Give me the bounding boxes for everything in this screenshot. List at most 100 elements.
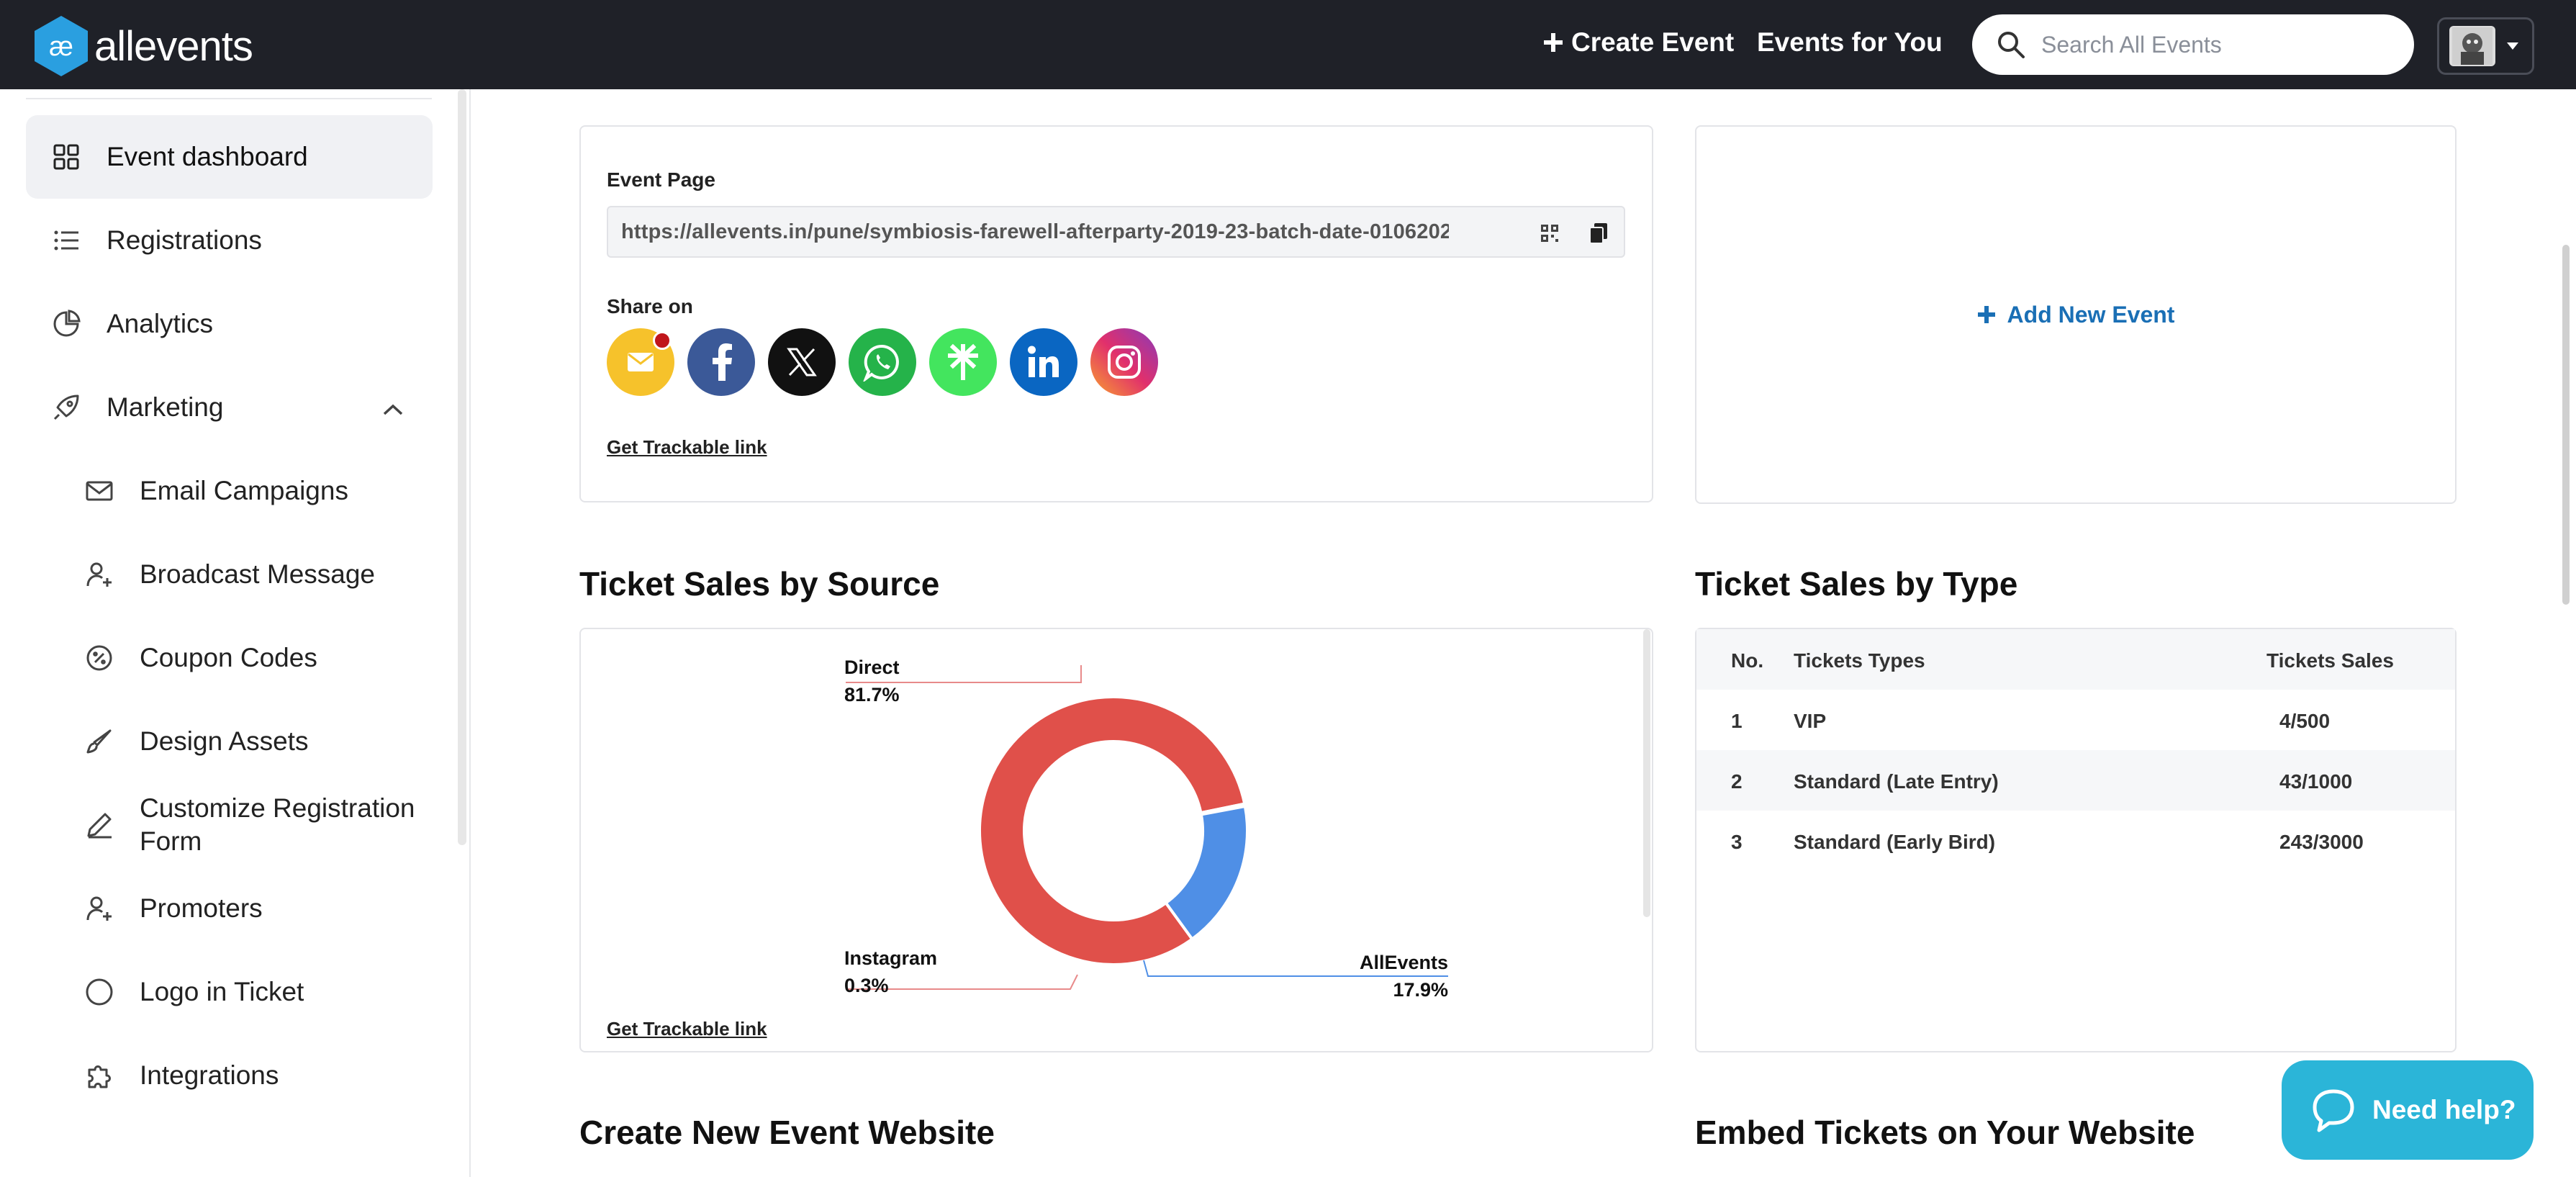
sidebar-item-design-assets[interactable]: Design Assets bbox=[26, 700, 433, 783]
slice-value-allevents: 17.9% bbox=[1393, 979, 1448, 1001]
get-trackable-link[interactable]: Get Trackable link bbox=[607, 1018, 767, 1040]
share-whatsapp-button[interactable] bbox=[849, 328, 916, 396]
column-header-sales: Tickets Sales bbox=[2267, 649, 2394, 672]
x-icon bbox=[787, 348, 817, 376]
column-header-no: No. bbox=[1731, 649, 1764, 672]
brush-icon bbox=[83, 726, 115, 757]
row-type: Standard (Late Entry) bbox=[1794, 770, 1999, 793]
rocket-icon bbox=[50, 392, 82, 423]
svg-text:æ: æ bbox=[49, 32, 73, 62]
sidebar-scrollbar[interactable] bbox=[458, 89, 466, 845]
top-navbar: æ allevents Create Event Events for You bbox=[0, 0, 2576, 89]
search-box[interactable] bbox=[1972, 14, 2414, 75]
ticket-sales-by-type-title: Ticket Sales by Type bbox=[1695, 565, 2018, 603]
embed-tickets-title: Embed Tickets on Your Website bbox=[1695, 1114, 2195, 1151]
share-instagram-button[interactable] bbox=[1090, 328, 1158, 396]
email-icon bbox=[628, 353, 654, 371]
event-url: https://allevents.in/pune/symbiosis-fare… bbox=[621, 220, 1449, 243]
avatar-image bbox=[2452, 27, 2493, 65]
ticket-sales-by-source-title: Ticket Sales by Source bbox=[579, 565, 940, 603]
event-page-card: Event Page https://allevents.in/pune/sym… bbox=[579, 125, 1653, 502]
event-page-label: Event Page bbox=[607, 168, 715, 191]
chart-scrollbar[interactable] bbox=[1643, 629, 1650, 917]
ticket-source-chart-card: Direct 81.7% Instagram 0.3% AllEvents 17.9% G… bbox=[579, 628, 1653, 1052]
share-linktree-button[interactable] bbox=[929, 328, 997, 396]
create-event-label: Create Event bbox=[1571, 27, 1735, 57]
sidebar-item-customize-registration-form[interactable]: Customize Registration Form bbox=[26, 783, 433, 867]
table-row: 1 VIP 4/500 bbox=[1696, 690, 2455, 750]
create-event-website-title: Create New Event Website bbox=[579, 1114, 995, 1151]
events-for-you-link[interactable]: Events for You bbox=[1757, 27, 1943, 58]
chevron-up-icon[interactable] bbox=[382, 392, 404, 423]
donut-slice-allevents[interactable] bbox=[1164, 804, 1249, 942]
share-email-button[interactable] bbox=[607, 328, 674, 396]
sidebar-item-label: Registrations bbox=[107, 225, 262, 255]
sidebar-item-label: Email Campaigns bbox=[140, 476, 348, 505]
sidebar-item-integrations[interactable]: Integrations bbox=[26, 1034, 433, 1117]
sidebar-item-promoters[interactable]: Promoters bbox=[26, 867, 433, 950]
grid-icon bbox=[50, 141, 82, 173]
pie-icon bbox=[50, 308, 82, 340]
list-icon bbox=[50, 225, 82, 256]
add-event-card: Add New Event bbox=[1695, 125, 2457, 504]
facebook-icon bbox=[713, 343, 732, 381]
row-sales: 43/1000 bbox=[2279, 770, 2353, 793]
leader-line-direct bbox=[846, 665, 1082, 683]
add-new-event-button[interactable]: Add New Event bbox=[1696, 127, 2455, 502]
share-facebook-button[interactable] bbox=[687, 328, 755, 396]
get-trackable-link[interactable]: Get Trackable link bbox=[607, 436, 767, 458]
search-input[interactable] bbox=[2041, 31, 2387, 58]
allevents-logo-icon: æ bbox=[35, 16, 88, 76]
leader-line-instagram bbox=[846, 974, 1078, 990]
page-scrollbar[interactable] bbox=[2562, 245, 2570, 605]
allevents-logo[interactable]: æ allevents bbox=[32, 14, 253, 78]
row-no: 2 bbox=[1731, 770, 1743, 793]
copy-url-button[interactable] bbox=[1584, 220, 1613, 246]
circle-icon bbox=[83, 976, 115, 1008]
caret-down-icon bbox=[2507, 42, 2518, 50]
sidebar-item-registrations[interactable]: Registrations bbox=[26, 199, 433, 282]
sidebar-item-marketing[interactable]: Marketing bbox=[26, 366, 433, 449]
sidebar-item-label-line1: Customize Registration bbox=[140, 793, 415, 823]
plus-icon bbox=[1544, 33, 1563, 52]
column-header-types: Tickets Types bbox=[1794, 649, 1925, 672]
slice-value-direct: 81.7% bbox=[844, 684, 900, 705]
sidebar-item-label: Integrations bbox=[140, 1060, 279, 1090]
copy-icon bbox=[1589, 223, 1607, 244]
table-row: 3 Standard (Early Bird) 243/3000 bbox=[1696, 811, 2455, 871]
donut-chart: Direct 81.7% Instagram 0.3% AllEvents 17.9% bbox=[844, 657, 1448, 1001]
pen-icon bbox=[83, 809, 115, 841]
donut-slice-direct[interactable] bbox=[978, 695, 1247, 966]
linkedin-icon bbox=[1028, 346, 1059, 377]
sidebar-item-label: Event dashboard bbox=[107, 142, 308, 171]
events-for-you-label: Events for You bbox=[1757, 27, 1943, 57]
user-plus-icon bbox=[83, 893, 115, 924]
sidebar-item-label-line2: Form bbox=[140, 826, 202, 856]
sidebar-item-label: Marketing bbox=[107, 392, 224, 422]
sidebar: Event dashboard Registrations Analytics … bbox=[0, 89, 471, 1177]
sidebar-item-broadcast-message[interactable]: Broadcast Message bbox=[26, 533, 433, 616]
row-sales: 243/3000 bbox=[2279, 831, 2364, 853]
row-no: 1 bbox=[1731, 710, 1743, 732]
row-type: VIP bbox=[1794, 710, 1827, 732]
sidebar-item-logo-in-ticket[interactable]: Logo in Ticket bbox=[26, 950, 433, 1034]
create-event-link[interactable]: Create Event bbox=[1542, 27, 1734, 58]
need-help-button[interactable]: Need help? bbox=[2282, 1060, 2534, 1160]
sidebar-item-coupon-codes[interactable]: Coupon Codes bbox=[26, 616, 433, 700]
qr-code-button[interactable] bbox=[1535, 220, 1564, 246]
share-linkedin-button[interactable] bbox=[1010, 328, 1077, 396]
sidebar-item-event-dashboard[interactable]: Event dashboard bbox=[26, 115, 433, 199]
logo-text: allevents bbox=[94, 22, 253, 70]
row-type: Standard (Early Bird) bbox=[1794, 831, 1996, 853]
sidebar-item-email-campaigns[interactable]: Email Campaigns bbox=[26, 449, 433, 533]
notification-dot bbox=[653, 331, 672, 350]
user-plus-icon bbox=[83, 559, 115, 590]
linktree-icon bbox=[948, 343, 978, 380]
user-menu[interactable] bbox=[2437, 17, 2534, 75]
sidebar-item-analytics[interactable]: Analytics bbox=[26, 282, 433, 366]
mail-icon bbox=[83, 475, 115, 507]
share-x-button[interactable] bbox=[768, 328, 836, 396]
event-url-field[interactable]: https://allevents.in/pune/symbiosis-fare… bbox=[607, 206, 1625, 258]
sidebar-item-label: Design Assets bbox=[140, 726, 309, 756]
leader-line-allevents bbox=[1143, 960, 1448, 977]
